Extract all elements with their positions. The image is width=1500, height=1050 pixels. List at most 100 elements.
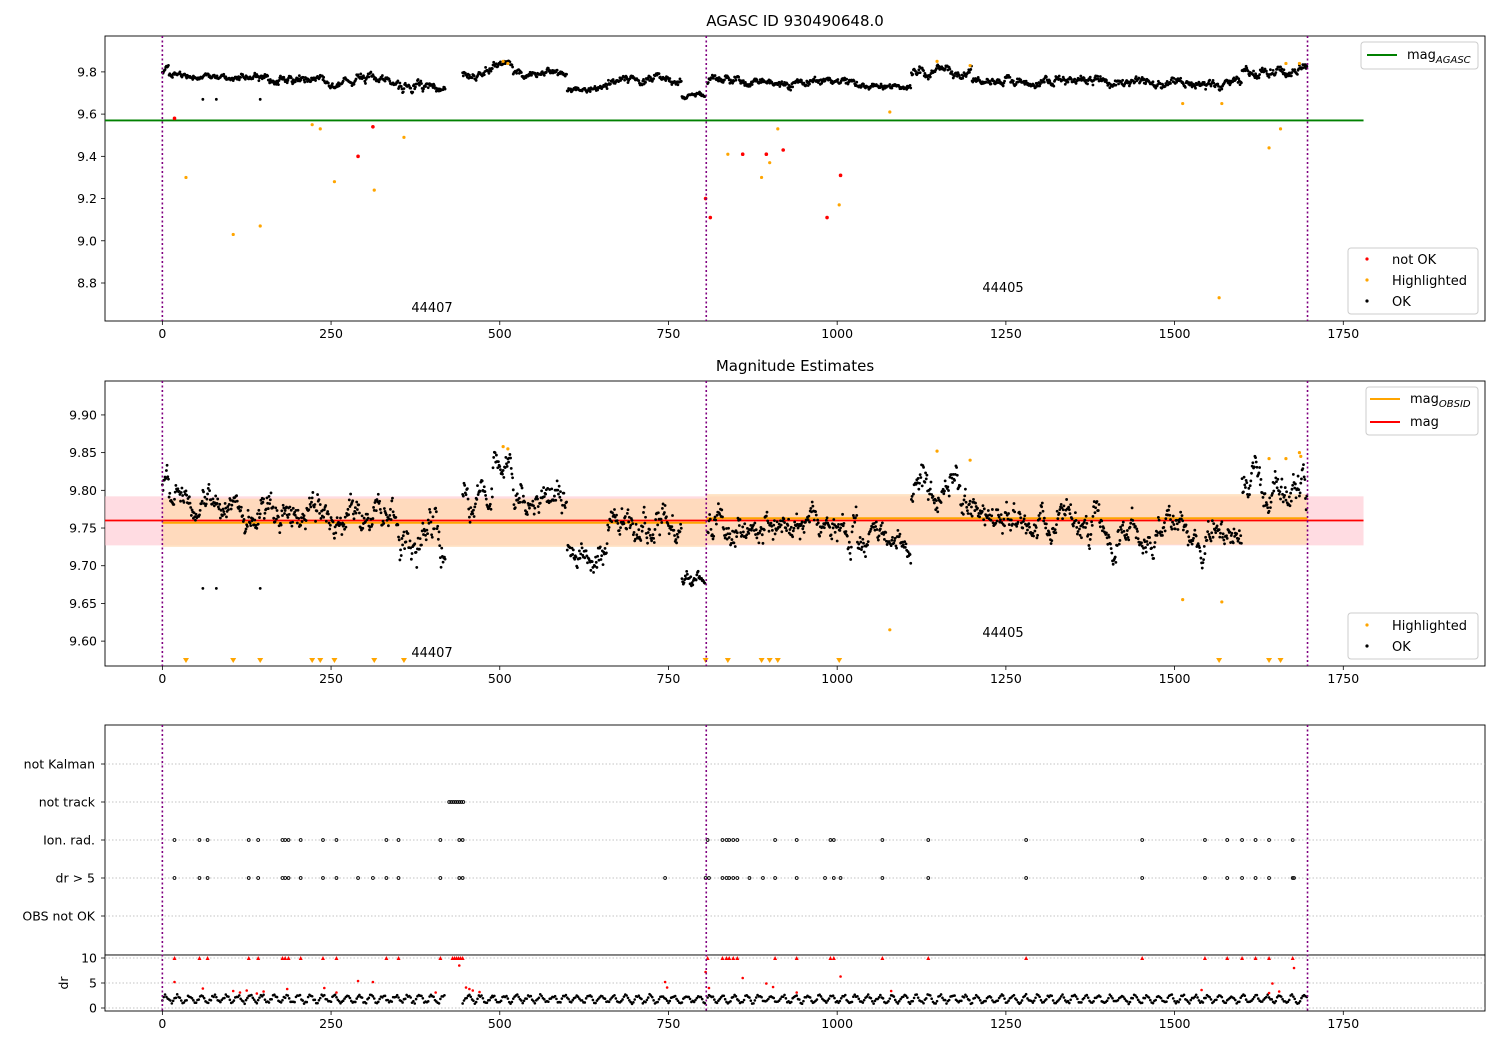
ok-point bbox=[281, 503, 285, 507]
ok-point bbox=[966, 509, 969, 513]
ok-point bbox=[632, 531, 636, 534]
ok-point bbox=[215, 502, 219, 505]
highlighted-offscale-marker bbox=[257, 658, 264, 663]
ok-point bbox=[784, 526, 788, 530]
ok-point bbox=[386, 998, 390, 1002]
ok-point bbox=[1246, 492, 1249, 496]
ok-point bbox=[305, 1000, 309, 1004]
ok-point bbox=[758, 531, 761, 535]
ok-point bbox=[773, 532, 777, 536]
ok-point bbox=[853, 516, 857, 520]
ok-point bbox=[246, 996, 249, 1000]
ok-point bbox=[1228, 530, 1232, 534]
ok-point bbox=[559, 1001, 562, 1004]
ok-point bbox=[414, 550, 418, 554]
ok-point bbox=[490, 67, 494, 70]
legend-marker-highlighted bbox=[1365, 278, 1369, 282]
ok-point bbox=[727, 536, 731, 539]
flag-point bbox=[831, 838, 836, 842]
ok-point bbox=[800, 78, 803, 82]
ok-point bbox=[1178, 998, 1182, 1001]
ok-point bbox=[964, 75, 968, 78]
ok-point bbox=[279, 523, 283, 527]
ok-point bbox=[1252, 465, 1256, 469]
x-tick-label: 1250 bbox=[990, 1016, 1022, 1031]
ok-point bbox=[462, 481, 466, 485]
ok-point bbox=[187, 495, 191, 499]
ok-point bbox=[1169, 81, 1172, 85]
ok-point bbox=[438, 556, 442, 559]
ok-point bbox=[924, 471, 927, 475]
ok-point bbox=[845, 77, 849, 81]
ok-point bbox=[911, 999, 915, 1003]
ok-point bbox=[291, 506, 295, 510]
ok-point bbox=[290, 524, 294, 528]
ok-point bbox=[532, 999, 535, 1003]
ok-point bbox=[1218, 535, 1222, 539]
ok-point bbox=[858, 536, 862, 539]
ok-point bbox=[318, 503, 322, 506]
ok-point bbox=[1085, 521, 1089, 525]
ok-point bbox=[179, 491, 183, 494]
flag-point bbox=[384, 876, 389, 880]
ok-point bbox=[850, 1000, 854, 1004]
ok-point bbox=[1117, 528, 1120, 532]
ok-point bbox=[1022, 520, 1025, 523]
ok-point bbox=[337, 999, 341, 1003]
ok-point bbox=[848, 551, 852, 555]
ok-point bbox=[861, 1001, 865, 1004]
ok-point bbox=[982, 507, 986, 511]
ok-point bbox=[642, 511, 645, 514]
ok-point bbox=[1039, 998, 1043, 1002]
ok-point bbox=[461, 494, 465, 498]
ok-point bbox=[515, 492, 519, 496]
ok-point bbox=[663, 511, 666, 514]
ok-point bbox=[576, 995, 580, 999]
ok-point bbox=[525, 997, 529, 1000]
ok-point bbox=[753, 521, 757, 525]
ok-point bbox=[504, 455, 508, 459]
ok-point bbox=[167, 477, 170, 481]
ok-point bbox=[645, 998, 649, 1002]
ok-point bbox=[1267, 996, 1271, 999]
ok-point bbox=[1207, 533, 1211, 536]
ok-point bbox=[1179, 76, 1183, 80]
ok-point bbox=[732, 541, 736, 545]
ok-point bbox=[619, 999, 623, 1003]
ok-point bbox=[844, 530, 848, 533]
ok-point bbox=[1187, 535, 1191, 539]
ok-point bbox=[317, 498, 321, 502]
ok-point bbox=[626, 996, 630, 1000]
ok-point bbox=[218, 502, 222, 506]
ok-point bbox=[1117, 542, 1121, 546]
ok-point bbox=[507, 460, 510, 464]
ok-point bbox=[367, 996, 371, 1000]
ok-point bbox=[1165, 1000, 1168, 1003]
ok-point bbox=[1274, 999, 1278, 1003]
ok-point bbox=[494, 998, 498, 1002]
y-axis-label: dr bbox=[56, 976, 71, 990]
ok-point bbox=[1141, 551, 1145, 555]
flag-point bbox=[321, 838, 325, 842]
ok-point bbox=[1156, 515, 1160, 519]
ok-point bbox=[1275, 486, 1279, 490]
ok-point bbox=[808, 996, 812, 999]
ok-point bbox=[811, 504, 815, 508]
ok-point bbox=[1038, 995, 1041, 999]
ok-point bbox=[247, 515, 251, 519]
ok-point bbox=[1174, 1002, 1178, 1005]
ok-point bbox=[1271, 492, 1274, 495]
ok-point bbox=[1080, 1001, 1083, 1004]
not-ok-point bbox=[371, 980, 375, 984]
highlighted-point bbox=[837, 203, 841, 207]
ok-point bbox=[476, 484, 479, 488]
ok-point bbox=[475, 497, 479, 501]
ok-point bbox=[735, 535, 739, 539]
ok-point bbox=[936, 510, 940, 514]
ok-point bbox=[916, 996, 920, 999]
ok-point bbox=[1215, 998, 1218, 1002]
ok-point bbox=[400, 87, 404, 91]
highlighted-point bbox=[1299, 454, 1303, 458]
ok-point bbox=[642, 505, 646, 509]
